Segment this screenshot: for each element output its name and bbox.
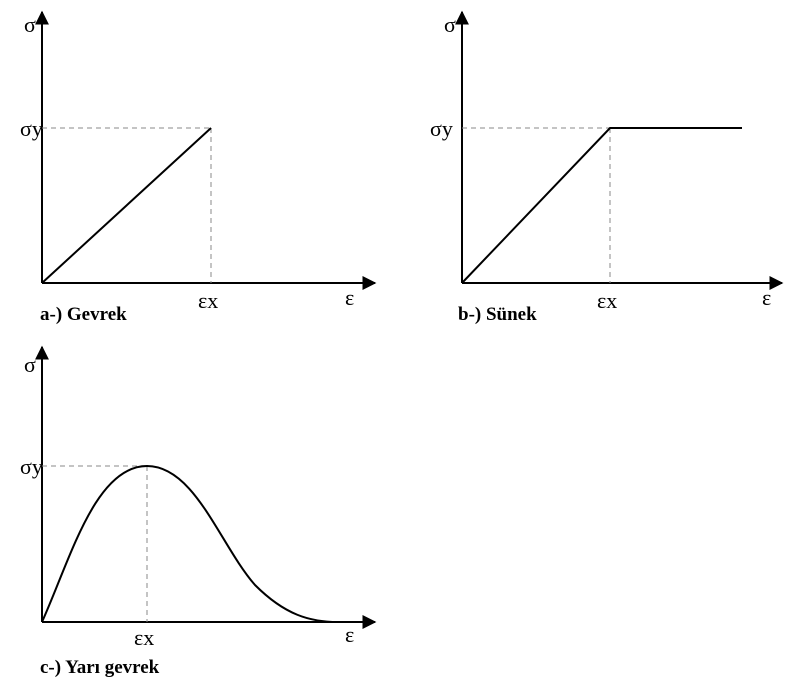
panel-c: σ σy εx ε c-) Yarı gevrek bbox=[20, 345, 377, 678]
curve bbox=[461, 127, 742, 284]
guide-lines bbox=[462, 127, 611, 283]
y-mark: σy bbox=[20, 454, 43, 479]
panel-b: σ σy εx ε b-) Sünek bbox=[430, 10, 784, 325]
y-label: σ bbox=[24, 12, 36, 37]
panel-a: σ σy εx ε a-) Gevrek bbox=[20, 10, 377, 325]
guide-lines bbox=[42, 465, 148, 622]
caption: b-) Sünek bbox=[458, 304, 537, 325]
x-mark: εx bbox=[134, 625, 154, 650]
x-mark: εx bbox=[597, 288, 617, 313]
y-label: σ bbox=[24, 352, 36, 377]
x-mark: εx bbox=[198, 288, 218, 313]
y-mark: σy bbox=[20, 116, 43, 141]
curve bbox=[41, 464, 339, 623]
x-label: ε bbox=[762, 285, 771, 310]
x-label: ε bbox=[345, 622, 354, 647]
curve bbox=[41, 127, 212, 284]
caption: c-) Yarı gevrek bbox=[40, 657, 160, 678]
x-label: ε bbox=[345, 285, 354, 310]
y-label: σ bbox=[444, 12, 456, 37]
y-mark: σy bbox=[430, 116, 453, 141]
guide-lines bbox=[42, 127, 212, 283]
caption: a-) Gevrek bbox=[40, 304, 127, 325]
